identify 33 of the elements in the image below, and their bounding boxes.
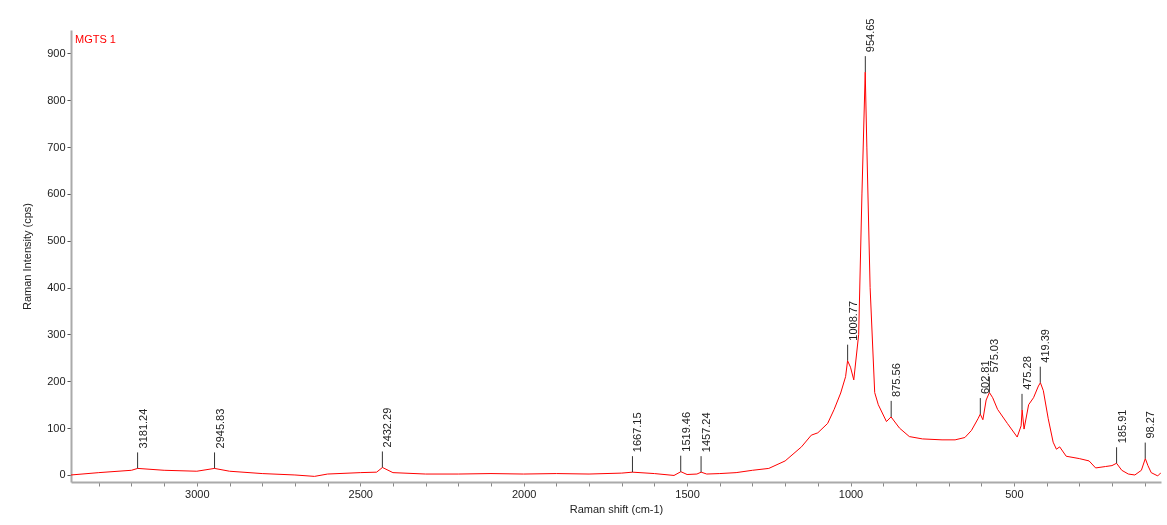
y-tick-label: 900 [47, 46, 66, 59]
y-tick-label: 200 [47, 374, 66, 387]
x-tick-label: 2500 [348, 487, 373, 500]
y-tick-label: 700 [47, 140, 66, 153]
annotation: 1457.24 [700, 412, 713, 453]
x-tick-label: 500 [1005, 487, 1024, 500]
x-axis-title: Raman shift (cm-1) [569, 502, 664, 515]
annotation: 419.39 [1039, 329, 1052, 363]
x-tick-label: 1000 [838, 487, 864, 500]
annotation: 875.56 [890, 363, 903, 397]
annotation: 1008.77 [846, 300, 859, 341]
y-tick-label: 500 [47, 234, 66, 247]
y-tick-label: 0 [59, 468, 66, 481]
y-tick-label: 800 [47, 93, 66, 106]
y-tick-label: 400 [47, 281, 66, 294]
annotation: 185.91 [1115, 409, 1128, 444]
x-tick-label: 1500 [675, 487, 700, 500]
x-tick-label: 2000 [511, 487, 537, 500]
annotation: 3181.24 [136, 408, 149, 449]
annotation: 2945.83 [213, 408, 226, 449]
annotation: 1519.46 [679, 411, 692, 452]
y-axis-title: Raman Intensity (cps) [21, 203, 34, 310]
annotation: 475.28 [1021, 356, 1033, 390]
annotation: 2432.29 [381, 407, 394, 448]
annotation: 98.27 [1144, 411, 1157, 439]
y-tick-label: 600 [47, 187, 66, 200]
text: MGTS 1 [75, 33, 116, 45]
y-tick-label: 100 [47, 421, 66, 434]
annotation: 954.65 [864, 18, 877, 53]
y-tick-label: 300 [47, 327, 66, 340]
x-tick-label: 3000 [185, 487, 210, 500]
line-series [71, 71, 1161, 477]
annotation: 1667.15 [631, 412, 644, 453]
